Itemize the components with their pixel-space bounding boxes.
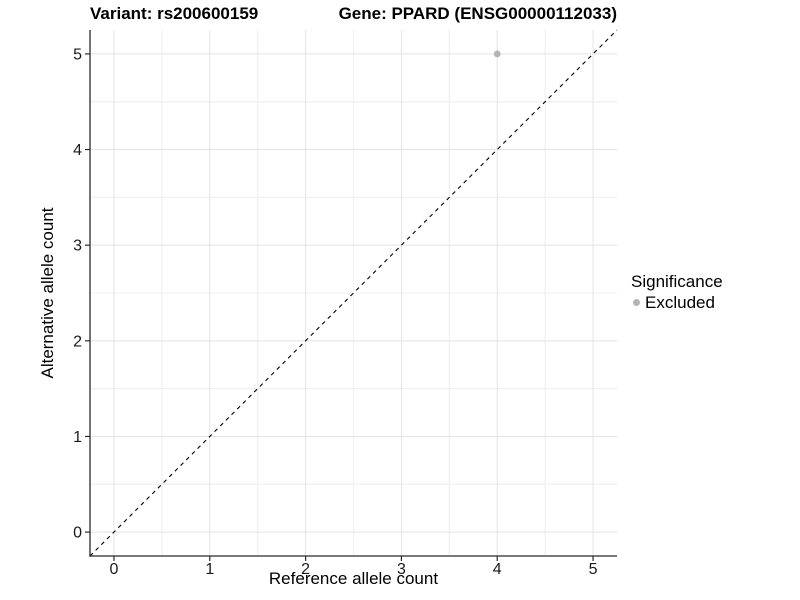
gene-title: Gene: PPARD (ENSG00000112033)	[338, 4, 617, 23]
y-axis-title: Alternative allele count	[38, 207, 57, 379]
y-tick-label: 3	[73, 238, 82, 255]
legend-item-excluded: Excluded	[631, 293, 723, 312]
x-axis-title: Reference allele count	[268, 569, 439, 588]
axis-lines	[89, 30, 617, 557]
legend-key-dot-icon	[633, 299, 640, 306]
legend-item-label: Excluded	[645, 293, 715, 312]
y-tick-label: 5	[73, 46, 82, 63]
x-tick-label: 2	[301, 561, 310, 578]
x-tick-label: 3	[397, 561, 406, 578]
variant-title: Variant: rs200600159	[90, 4, 259, 23]
axis-ticks-and-labels: 0 1 2 3 4 5 0 1 2 3 4 5	[73, 46, 597, 578]
legend-title: Significance	[631, 272, 723, 291]
minor-gridlines	[90, 30, 617, 556]
y-tick-label: 0	[73, 525, 82, 542]
y-tick-label: 1	[73, 429, 82, 446]
y-tick-label: 2	[73, 333, 82, 350]
x-tick-label: 1	[205, 561, 214, 578]
legend: Significance Excluded	[631, 272, 723, 312]
y-tick-label: 4	[73, 142, 82, 159]
x-tick-label: 4	[493, 561, 502, 578]
major-gridlines	[90, 30, 617, 556]
data-points	[493, 50, 501, 58]
data-point	[493, 50, 501, 58]
x-tick-label: 5	[589, 561, 598, 578]
x-tick-label: 0	[110, 561, 119, 578]
